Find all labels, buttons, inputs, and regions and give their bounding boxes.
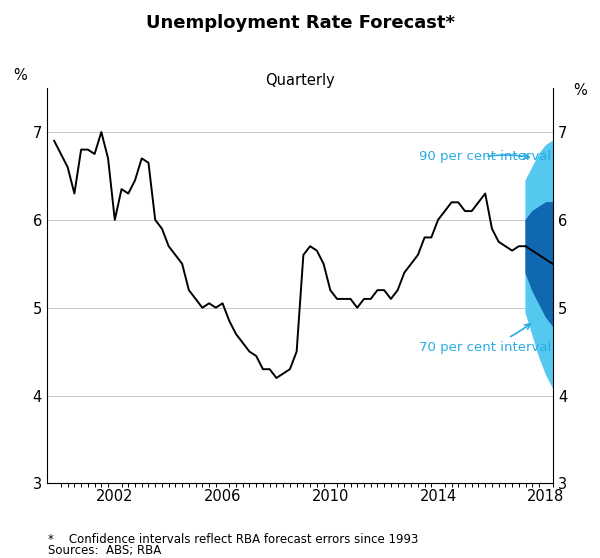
- Text: Sources:  ABS; RBA: Sources: ABS; RBA: [48, 544, 161, 557]
- Y-axis label: %: %: [13, 69, 26, 83]
- Y-axis label: %: %: [574, 83, 587, 98]
- Title: Quarterly: Quarterly: [265, 73, 335, 88]
- Text: *    Confidence intervals reflect RBA forecast errors since 1993: * Confidence intervals reflect RBA forec…: [48, 533, 418, 546]
- Text: 90 per cent interval: 90 per cent interval: [419, 150, 551, 163]
- Text: 70 per cent interval: 70 per cent interval: [419, 324, 551, 354]
- Text: Unemployment Rate Forecast*: Unemployment Rate Forecast*: [146, 14, 455, 32]
